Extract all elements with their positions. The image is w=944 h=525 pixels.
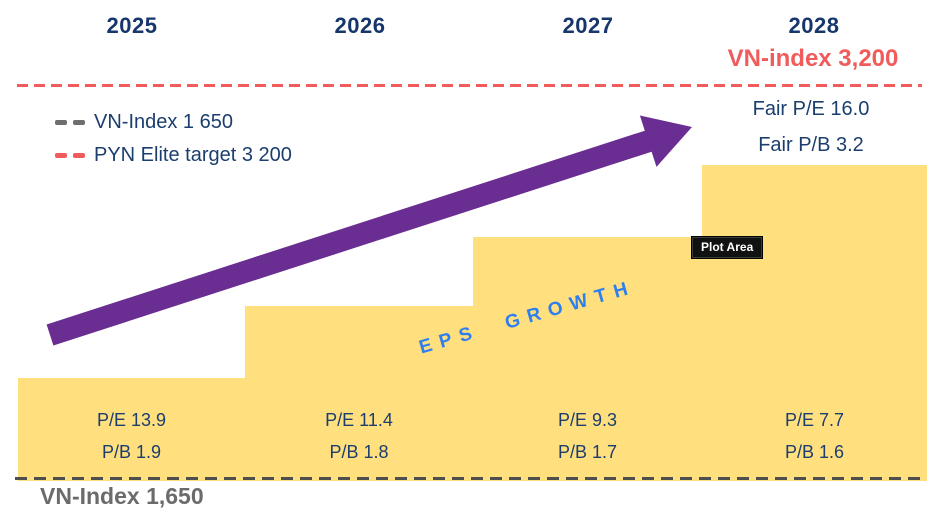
baseline-index-label: VN-Index 1,650 — [40, 483, 204, 509]
year-label-2026: 2026 — [334, 13, 386, 38]
legend-item-pyn-target[interactable]: PYN Elite target 3 200 — [55, 142, 292, 168]
legend-label-pyn-target: PYN Elite target 3 200 — [94, 143, 292, 166]
fair-pe-label: Fair P/E 16.0 — [752, 98, 870, 120]
red-dash-icon — [55, 152, 85, 158]
year-label-2025: 2025 — [106, 13, 158, 38]
target-dashed-line[interactable] — [17, 84, 922, 87]
bar-labels-2025: P/E 13.9 P/B 1.9 — [18, 410, 245, 463]
target-index-title: VN-index 3,200 — [727, 45, 899, 72]
bar-2027[interactable] — [473, 237, 702, 481]
pe-value-2026: P/E 11.4 — [325, 410, 393, 430]
bar-labels-2027: P/E 9.3 P/B 1.7 — [473, 410, 702, 463]
plot-area-tooltip: Plot Area — [690, 236, 764, 259]
pb-value-2026: P/B 1.8 — [329, 442, 389, 462]
year-label-2028: 2028 — [788, 13, 840, 38]
chart-legend: VN-Index 1 650 PYN Elite target 3 200 — [55, 109, 292, 175]
growth-arrow-shape[interactable] — [46, 115, 693, 346]
bar-2028[interactable] — [702, 165, 927, 481]
pe-value-2027: P/E 9.3 — [557, 410, 618, 430]
pe-value-2025: P/E 13.9 — [96, 410, 167, 430]
pb-value-2028: P/B 1.6 — [784, 442, 845, 462]
legend-item-vnindex[interactable]: VN-Index 1 650 — [55, 109, 292, 135]
gray-dash-icon — [55, 119, 85, 125]
fair-pb-label: Fair P/B 3.2 — [758, 134, 864, 156]
bar-labels-2028: P/E 7.7 P/B 1.6 — [702, 410, 927, 463]
bar-2026[interactable] — [245, 306, 473, 481]
bar-2025[interactable] — [18, 378, 245, 481]
bar-labels-2026: P/E 11.4 P/B 1.8 — [245, 410, 473, 463]
baseline-dashed-line[interactable] — [15, 477, 926, 480]
pe-value-2028: P/E 7.7 — [784, 410, 845, 430]
pb-value-2027: P/B 1.7 — [557, 442, 618, 462]
legend-label-vnindex: VN-Index 1 650 — [94, 110, 233, 133]
pb-value-2025: P/B 1.9 — [101, 442, 162, 462]
year-label-2027: 2027 — [562, 13, 614, 38]
